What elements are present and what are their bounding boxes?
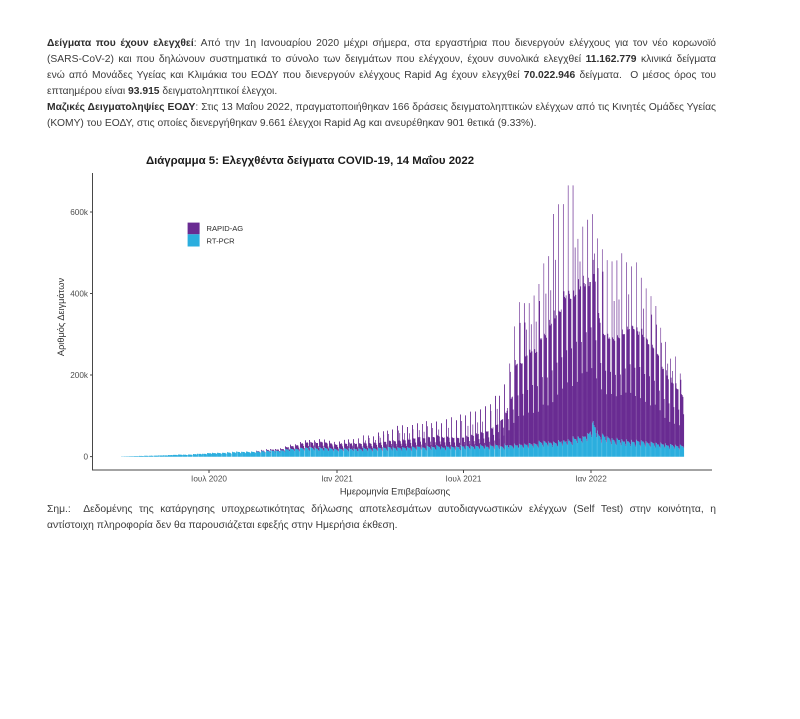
svg-text:Ιουλ 2021: Ιουλ 2021 — [446, 475, 482, 484]
svg-text:Ιαν 2022: Ιαν 2022 — [575, 475, 607, 484]
svg-text:Διάγραμμα 5: Ελεγχθέντα δείγμα: Διάγραμμα 5: Ελεγχθέντα δείγματα COVID-1… — [146, 155, 474, 167]
svg-text:Ιουλ 2020: Ιουλ 2020 — [191, 475, 227, 484]
svg-text:200k: 200k — [70, 371, 89, 380]
svg-text:0: 0 — [83, 452, 88, 461]
svg-text:RT-PCR: RT-PCR — [207, 237, 236, 246]
svg-text:Αριθμός Δειγμάτων: Αριθμός Δειγμάτων — [56, 278, 66, 357]
svg-text:RAPID-AG: RAPID-AG — [207, 224, 244, 233]
svg-text:Ημερομηνία Επιβεβαίωσης: Ημερομηνία Επιβεβαίωσης — [340, 487, 451, 497]
svg-text:Ιαν 2021: Ιαν 2021 — [321, 475, 353, 484]
svg-text:600k: 600k — [70, 208, 89, 217]
svg-text:400k: 400k — [70, 289, 89, 298]
